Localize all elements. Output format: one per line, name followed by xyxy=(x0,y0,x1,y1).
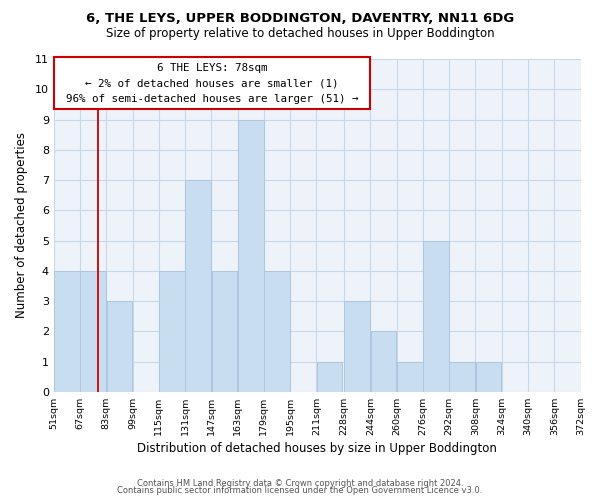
Bar xyxy=(238,120,263,392)
Text: Contains public sector information licensed under the Open Government Licence v3: Contains public sector information licen… xyxy=(118,486,482,495)
Bar xyxy=(54,271,80,392)
Bar xyxy=(80,271,106,392)
Bar xyxy=(159,271,185,392)
Text: 6, THE LEYS, UPPER BODDINGTON, DAVENTRY, NN11 6DG: 6, THE LEYS, UPPER BODDINGTON, DAVENTRY,… xyxy=(86,12,514,26)
Bar xyxy=(476,362,502,392)
FancyBboxPatch shape xyxy=(54,58,370,109)
Bar xyxy=(185,180,211,392)
Bar xyxy=(317,362,343,392)
Bar xyxy=(397,362,423,392)
Y-axis label: Number of detached properties: Number of detached properties xyxy=(15,132,28,318)
Bar xyxy=(423,240,449,392)
Bar xyxy=(449,362,475,392)
Bar xyxy=(107,301,133,392)
Bar xyxy=(371,332,397,392)
Bar xyxy=(212,271,238,392)
Bar xyxy=(344,301,370,392)
Text: Size of property relative to detached houses in Upper Boddington: Size of property relative to detached ho… xyxy=(106,28,494,40)
Bar xyxy=(264,271,290,392)
X-axis label: Distribution of detached houses by size in Upper Boddington: Distribution of detached houses by size … xyxy=(137,442,497,455)
Text: 6 THE LEYS: 78sqm
← 2% of detached houses are smaller (1)
96% of semi-detached h: 6 THE LEYS: 78sqm ← 2% of detached house… xyxy=(66,62,358,104)
Text: Contains HM Land Registry data © Crown copyright and database right 2024.: Contains HM Land Registry data © Crown c… xyxy=(137,478,463,488)
